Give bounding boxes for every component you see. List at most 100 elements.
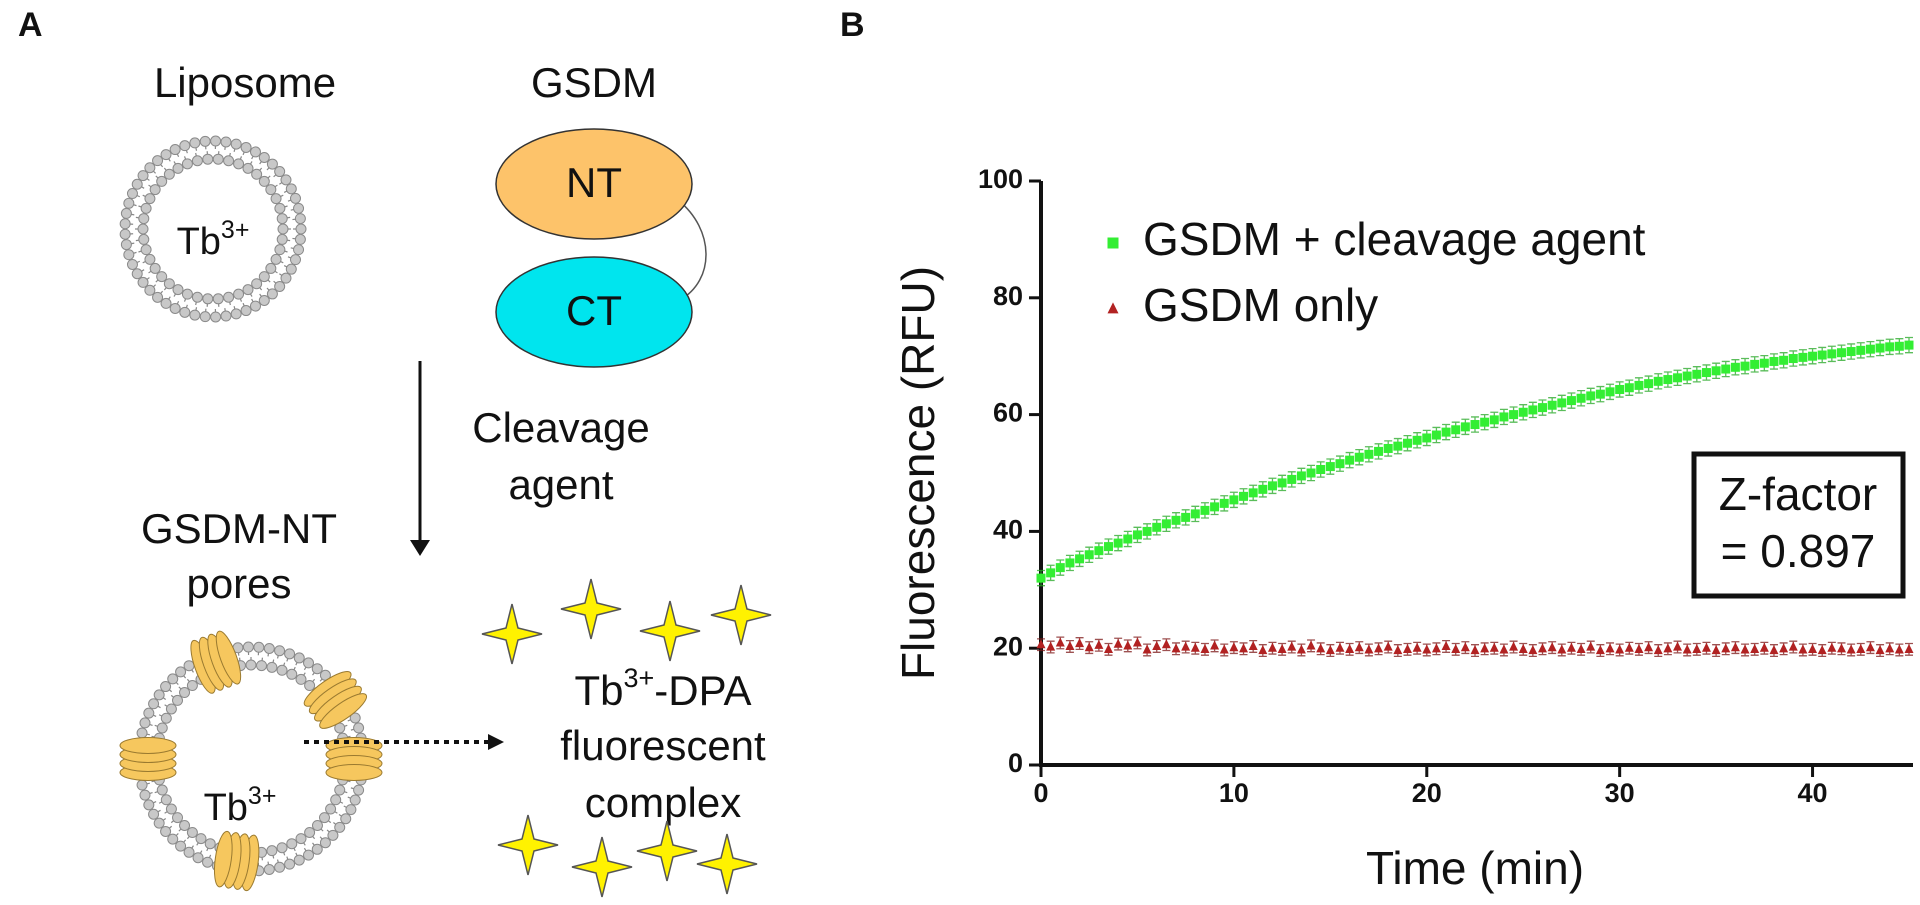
- legend-label: GSDM only: [1143, 279, 1378, 331]
- lipid-head: [270, 193, 282, 205]
- lipid-head: [349, 794, 361, 806]
- x-tick-label: 20: [1412, 778, 1442, 808]
- lipid-head: [165, 803, 177, 815]
- lipid-head: [294, 213, 306, 225]
- point: [1258, 484, 1268, 494]
- lipid-head: [181, 288, 193, 300]
- lipid-head: [212, 293, 224, 305]
- ion: Tb: [574, 667, 623, 714]
- lipid-head: [191, 155, 203, 167]
- lipid-head: [191, 291, 203, 303]
- lipid-head: [156, 784, 168, 796]
- lipid-head: [293, 244, 305, 256]
- lipid-head: [183, 846, 195, 858]
- point: [1412, 435, 1422, 445]
- lipid-head: [149, 262, 161, 274]
- pore-subunit: [213, 830, 233, 888]
- y-tick-label: 60: [993, 398, 1023, 428]
- point: [1441, 427, 1451, 437]
- lipid-head: [256, 660, 268, 672]
- point: [1354, 452, 1364, 462]
- x-tick-label: 40: [1798, 778, 1828, 808]
- point: [1123, 640, 1133, 650]
- point: [1441, 641, 1451, 651]
- lipid-head: [138, 233, 150, 245]
- point: [1721, 643, 1731, 653]
- point: [1759, 642, 1769, 652]
- y-tick-label: 0: [1008, 748, 1023, 778]
- point: [1528, 645, 1538, 655]
- point: [1258, 645, 1268, 655]
- lipid-head: [276, 664, 288, 676]
- point: [1431, 430, 1441, 440]
- lipid-head: [258, 152, 270, 164]
- point: [1190, 642, 1200, 652]
- lipid-head: [263, 643, 275, 655]
- point: [1711, 645, 1721, 655]
- point: [1152, 522, 1162, 532]
- point: [1836, 348, 1846, 358]
- point: [1383, 443, 1393, 453]
- point: [1123, 534, 1133, 544]
- lipid-head: [274, 166, 286, 178]
- point: [1152, 641, 1162, 651]
- point: [1827, 349, 1837, 359]
- point: [1489, 415, 1499, 425]
- point: [1480, 643, 1490, 653]
- point: [1576, 393, 1586, 403]
- lipid-head: [138, 213, 150, 225]
- lipid-head: [148, 808, 160, 820]
- lipid-head: [183, 660, 195, 672]
- lipid-head: [169, 144, 181, 156]
- y-tick-label: 100: [978, 164, 1023, 194]
- lipid-head: [270, 253, 282, 265]
- point: [1547, 642, 1557, 652]
- lipid-head: [140, 202, 152, 214]
- lipid-head: [295, 223, 307, 235]
- lipid-head: [149, 184, 161, 196]
- point: [1875, 343, 1885, 353]
- lipid-head: [353, 784, 365, 796]
- point: [1036, 573, 1046, 583]
- point: [1210, 502, 1220, 512]
- point: [1499, 412, 1509, 422]
- point: [1673, 641, 1683, 651]
- point: [1779, 355, 1789, 365]
- point: [1094, 639, 1104, 649]
- lipid-head: [220, 310, 232, 322]
- ion-charge: 3+: [623, 663, 654, 693]
- point: [1219, 644, 1229, 654]
- annotation: Z-factor: [1719, 468, 1877, 520]
- lipid-head: [131, 268, 143, 280]
- point: [1566, 396, 1576, 406]
- point: [1171, 643, 1181, 653]
- lipid-head: [199, 311, 211, 323]
- point: [1248, 488, 1258, 498]
- point: [1740, 361, 1750, 371]
- point: [1161, 519, 1171, 529]
- point: [1595, 645, 1605, 655]
- point: [1673, 373, 1683, 383]
- point: [1576, 643, 1586, 653]
- star: [481, 603, 543, 665]
- point: [1354, 642, 1364, 652]
- point: [1422, 433, 1432, 443]
- lipid-head: [289, 254, 301, 266]
- lipid-head: [327, 829, 339, 841]
- point: [1480, 417, 1490, 427]
- lipid-head: [295, 673, 307, 685]
- lipid-head: [240, 141, 252, 153]
- lipid-head: [160, 297, 172, 309]
- lipid-head: [160, 712, 172, 724]
- lipid-head: [289, 192, 301, 204]
- point: [1653, 376, 1663, 386]
- lipid-head: [153, 689, 165, 701]
- point: [1229, 642, 1239, 652]
- lipid-head: [156, 175, 168, 187]
- linker: [677, 199, 707, 301]
- point: [1219, 498, 1229, 508]
- star: [710, 584, 772, 646]
- point: [1335, 459, 1345, 469]
- lipid-head: [334, 784, 346, 796]
